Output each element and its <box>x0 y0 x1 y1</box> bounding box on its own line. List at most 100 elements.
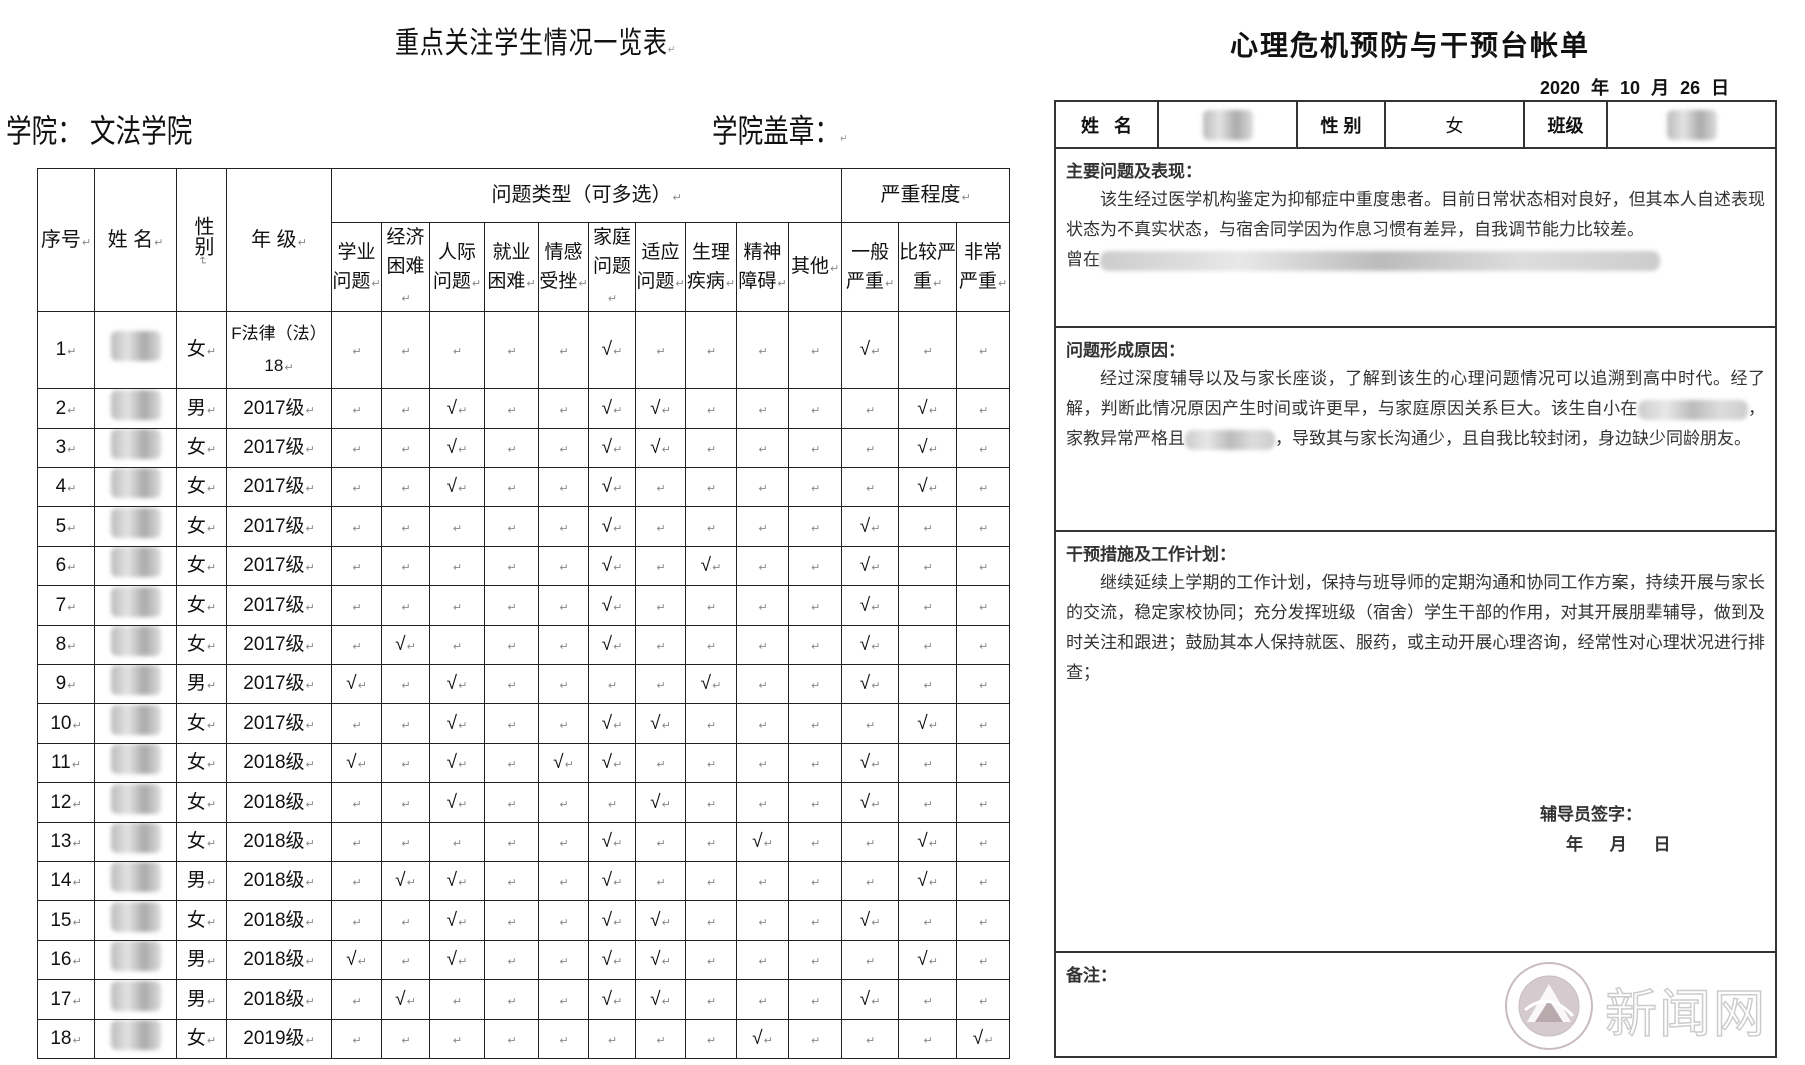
redacted-name <box>110 980 161 1011</box>
student-name <box>94 1018 177 1059</box>
empty-cell <box>381 900 430 941</box>
header-gender-text: 性别 <box>191 215 213 256</box>
empty-cell <box>736 860 789 902</box>
class-label: 班级 <box>1525 102 1608 147</box>
empty-cell <box>898 664 958 705</box>
table-row: 14男2018级√√√√ <box>37 860 1011 902</box>
empty-cell <box>736 585 789 626</box>
student-focus-table: 序号 姓 名 性别 年 级 问题类型（可多选） 严重程度 学业问题经济困难人际问… <box>37 167 1011 1059</box>
header-problem-type: 其他 <box>787 221 843 313</box>
empty-cell <box>381 427 430 469</box>
left-doc-title: 重点关注学生情况一览表↵ <box>395 18 676 62</box>
redacted-name <box>110 429 161 460</box>
section-remarks: 备注： <box>1054 951 1777 1058</box>
row-index: 1 <box>37 311 95 390</box>
empty-cell <box>635 545 686 587</box>
empty-cell <box>956 900 1011 941</box>
redacted-name <box>110 547 161 578</box>
row-index: 15 <box>37 900 95 941</box>
check-mark: √ <box>841 979 900 1020</box>
empty-cell <box>635 624 686 666</box>
empty-cell <box>484 742 539 784</box>
student-name <box>94 703 177 744</box>
row-index: 18 <box>37 1018 95 1059</box>
redacted-name <box>110 901 161 932</box>
empty-cell <box>538 860 589 902</box>
check-mark: √ <box>588 703 636 744</box>
empty-cell <box>588 1018 636 1059</box>
redacted-class <box>1666 109 1717 140</box>
college-line: 学院： 文法学院 <box>6 106 192 152</box>
redacted-name <box>110 1020 161 1050</box>
student-name <box>94 467 177 508</box>
empty-cell <box>685 506 737 547</box>
section-body: 该生经过医学机构鉴定为抑郁症中重度患者。目前日常状态相对良好，但其本人自述表现状… <box>1066 185 1765 275</box>
empty-cell <box>381 939 430 981</box>
header-index: 序号 <box>37 167 95 313</box>
empty-cell <box>381 821 430 863</box>
signature-date: 年 月 日 <box>1566 835 1671 854</box>
empty-cell <box>484 979 539 1020</box>
section-heading: 干预措施及工作计划： <box>1066 545 1236 564</box>
row-gender: 女 <box>176 821 227 863</box>
student-name <box>94 979 177 1020</box>
empty-cell <box>841 703 900 744</box>
check-mark: √ <box>898 388 958 429</box>
row-grade: F法律（法）18 <box>226 311 332 390</box>
section-heading: 问题形成原因： <box>1066 341 1185 360</box>
empty-cell <box>736 742 789 784</box>
row-grade: 2017级 <box>226 664 332 705</box>
gender-label: 性 别 <box>1298 102 1386 147</box>
empty-cell <box>331 703 382 744</box>
check-mark: √ <box>429 703 485 744</box>
redacted-text <box>1185 429 1275 450</box>
empty-cell <box>956 388 1011 429</box>
check-mark: √ <box>381 624 430 666</box>
empty-cell <box>381 742 430 784</box>
header-problem-type: 精神障碍 <box>736 221 789 313</box>
row-gender: 女 <box>176 506 227 547</box>
table-row: 18 女2019级 √ √ <box>37 1018 1011 1059</box>
table-row: 8 女2017级 √ √ √ <box>37 624 1011 666</box>
name-value <box>1159 102 1298 147</box>
empty-cell <box>685 388 737 429</box>
empty-cell <box>635 585 686 626</box>
row-gender: 女 <box>176 900 227 941</box>
empty-cell <box>429 585 485 626</box>
empty-cell <box>685 703 737 744</box>
row-grade: 2019级 <box>226 1018 332 1059</box>
check-mark: √ <box>588 939 636 981</box>
check-mark: √ <box>635 979 686 1020</box>
empty-cell <box>956 624 1011 666</box>
row-grade: 2018级 <box>226 939 332 981</box>
empty-cell <box>331 427 382 469</box>
header-problem-type: 适应问题 <box>635 221 686 313</box>
empty-cell <box>685 979 737 1020</box>
empty-cell <box>635 506 686 547</box>
student-name <box>94 545 177 587</box>
header-severity-group: 严重程度 <box>841 168 1011 223</box>
table-row: 6 女2017级 √ √ √ <box>37 545 1011 587</box>
empty-cell <box>685 624 737 666</box>
empty-cell <box>484 388 539 429</box>
student-name <box>94 860 177 902</box>
row-index: 13 <box>37 821 95 863</box>
check-mark: √ <box>588 821 636 863</box>
redacted-text <box>1637 399 1748 420</box>
table-row: 15女2018级√√√√ <box>37 900 1011 941</box>
empty-cell <box>381 311 430 390</box>
empty-cell <box>898 311 958 390</box>
check-mark: √ <box>588 506 636 547</box>
header-grade: 年 级 <box>226 167 332 313</box>
empty-cell <box>956 821 1011 863</box>
empty-cell <box>381 467 430 508</box>
row-grade: 2018级 <box>226 900 332 941</box>
empty-cell <box>331 900 382 941</box>
row-grade: 2017级 <box>226 545 332 587</box>
empty-cell <box>429 506 485 547</box>
empty-cell <box>787 311 843 390</box>
table-row: 9男2017级√√√√ <box>37 664 1011 705</box>
empty-cell <box>898 624 958 666</box>
check-mark: √ <box>898 467 958 508</box>
empty-cell <box>956 939 1011 981</box>
